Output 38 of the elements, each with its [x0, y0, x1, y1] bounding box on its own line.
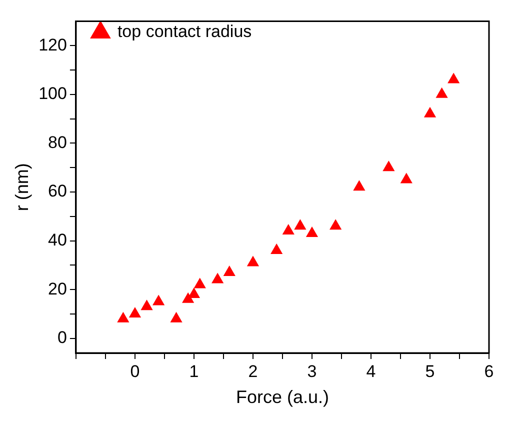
- point: [128, 306, 142, 318]
- y-tick-label: 60: [48, 182, 67, 201]
- y-tick-label: 0: [57, 328, 67, 348]
- point: [294, 219, 306, 230]
- point: [282, 224, 294, 235]
- point: [223, 265, 236, 276]
- point: [353, 180, 366, 191]
- point: [382, 160, 395, 172]
- x-tick-label: 4: [366, 362, 376, 381]
- point: [270, 244, 283, 254]
- point: [424, 106, 436, 118]
- point: [212, 272, 224, 284]
- point: [400, 172, 412, 184]
- x-tick-label: 0: [130, 362, 140, 381]
- point: [140, 300, 153, 310]
- point: [152, 294, 165, 306]
- y-tick-label: 120: [38, 35, 67, 54]
- point: [117, 312, 130, 322]
- point: [306, 226, 318, 237]
- point: [170, 312, 182, 322]
- y-tick-label: 100: [38, 84, 67, 104]
- point: [194, 278, 206, 288]
- x-tick-label: 1: [189, 362, 199, 381]
- y-tick-label: 80: [48, 132, 67, 152]
- point: [182, 292, 194, 303]
- point: [436, 87, 448, 98]
- x-tick-label: 2: [248, 362, 258, 381]
- point: [330, 219, 342, 230]
- y-tick-label: 20: [48, 279, 67, 298]
- legend-label: top contact radius: [117, 22, 252, 42]
- point: [448, 72, 460, 84]
- x-tick-label: 6: [484, 362, 494, 381]
- x-tick-label: 3: [307, 362, 317, 381]
- x-axis-title: Force (a.u.): [236, 387, 329, 408]
- y-axis-title: r (nm): [12, 163, 32, 212]
- point: [246, 256, 260, 266]
- x-tick-label: 5: [425, 362, 435, 381]
- y-tick-label: 40: [48, 230, 67, 250]
